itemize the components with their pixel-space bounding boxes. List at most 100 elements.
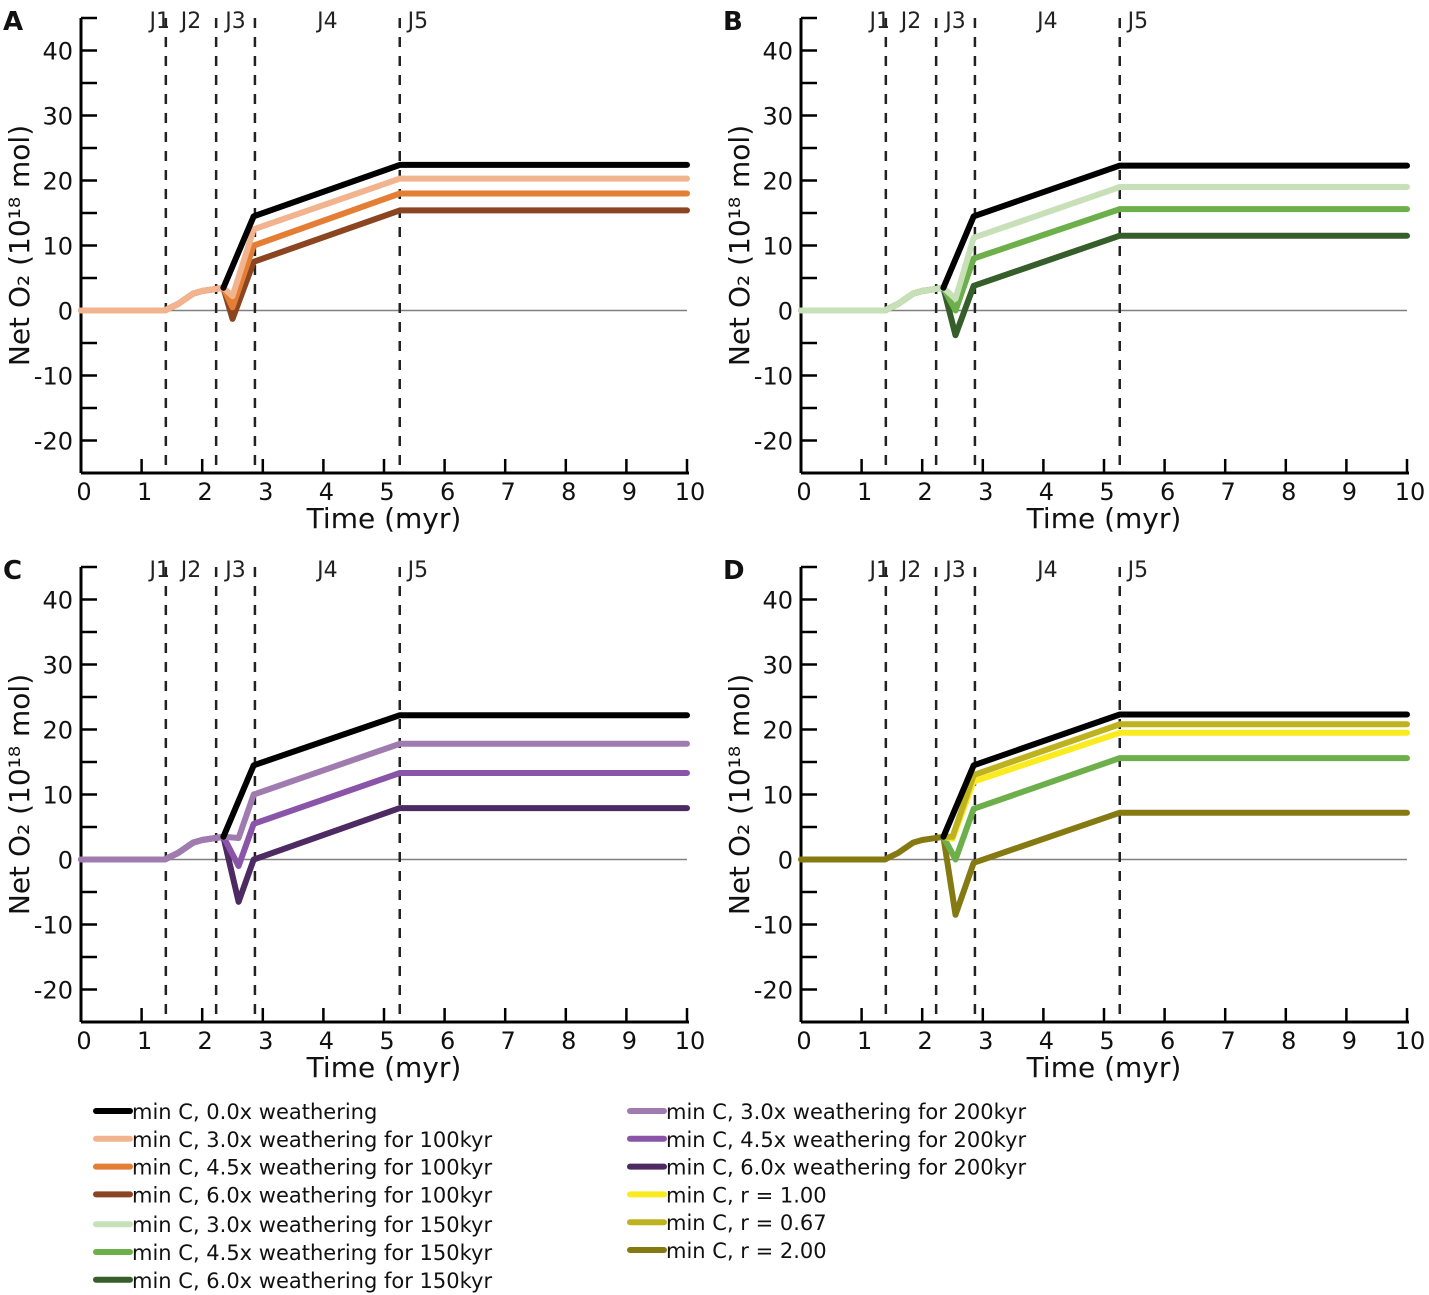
x-tick-label: 8 <box>1281 478 1296 506</box>
junction-label: J5 <box>406 9 429 34</box>
x-tick-label: 8 <box>1281 1027 1296 1055</box>
junction-label: J3 <box>943 558 966 583</box>
series-line <box>940 721 1410 840</box>
x-tick-label: 10 <box>1395 1027 1426 1055</box>
legend-label: min C, r = 2.00 <box>666 1239 827 1263</box>
x-tick-label: 7 <box>1221 478 1236 506</box>
junction-label: J4 <box>315 9 338 34</box>
x-tick-label: 2 <box>918 1027 933 1055</box>
y-tick-label: -20 <box>34 428 73 456</box>
x-tick-label: 3 <box>978 478 993 506</box>
legend: min C, 0.0x weathering min C, 3.0x weathe… <box>93 1100 1026 1293</box>
y-axis-title: Net O₂ (10¹⁸ mol) <box>723 674 756 915</box>
legend-label: min C, 3.0x weathering for 200kyr <box>666 1100 1026 1124</box>
panel-letter: D <box>723 556 745 586</box>
legend-label: min C, 0.0x weathering <box>132 1100 377 1124</box>
series-line <box>798 206 1410 314</box>
series-line <box>78 770 690 869</box>
y-tick-label: -20 <box>754 428 793 456</box>
y-tick-label: 20 <box>762 168 793 196</box>
y-tick-label: 20 <box>42 168 73 196</box>
y-tick-label: 40 <box>42 587 73 615</box>
y-tick-label: -20 <box>754 977 793 1005</box>
series-line <box>220 712 690 840</box>
y-tick-label: 40 <box>762 38 793 66</box>
y-tick-label: 30 <box>762 103 793 131</box>
x-tick-label: 10 <box>1395 478 1426 506</box>
x-tick-label: 6 <box>440 478 455 506</box>
x-tick-label: 6 <box>440 1027 455 1055</box>
x-tick-label: 9 <box>1342 1027 1357 1055</box>
x-tick-label: 4 <box>1039 1027 1054 1055</box>
x-tick-label: 7 <box>501 1027 516 1055</box>
junction-label: J3 <box>223 9 246 34</box>
x-tick-label: 5 <box>379 1027 394 1055</box>
y-tick-label: 40 <box>762 587 793 615</box>
y-tick-label: 30 <box>42 103 73 131</box>
series-line <box>220 161 690 291</box>
x-tick-label: 8 <box>561 1027 576 1055</box>
junction-label: J2 <box>179 9 202 34</box>
series-line <box>940 755 1410 863</box>
junction-label: J4 <box>1035 558 1058 583</box>
y-tick-label: 30 <box>42 652 73 680</box>
series-line <box>798 809 1410 918</box>
legend-label: min C, 3.0x weathering for 150kyr <box>132 1213 492 1237</box>
x-axis-title: Time (myr) <box>1026 1051 1182 1084</box>
x-tick-label: 1 <box>857 1027 872 1055</box>
x-tick-label: 1 <box>857 478 872 506</box>
y-tick-label: 10 <box>42 782 73 810</box>
y-tick-label: 0 <box>58 847 73 875</box>
junction-label: J5 <box>406 558 429 583</box>
junction-label: J1 <box>868 9 891 34</box>
legend-label: min C, 4.5x weathering for 200kyr <box>666 1128 1026 1152</box>
y-tick-label: 0 <box>778 847 793 875</box>
x-tick-label: 4 <box>319 1027 334 1055</box>
x-tick-label: 0 <box>796 1027 811 1055</box>
y-axis-title: Net O₂ (10¹⁸ mol) <box>3 674 36 915</box>
panel-a: A -20 -10 0 10 20 30 40 0 1 2 3 4 5 6 7 8 9 10 Time (myr) Ne… <box>3 7 705 535</box>
x-tick-label: 8 <box>561 478 576 506</box>
junction-label: J1 <box>868 558 891 583</box>
x-axis-title: Time (myr) <box>1026 502 1182 535</box>
x-tick-label: 4 <box>319 478 334 506</box>
x-tick-label: 0 <box>76 1027 91 1055</box>
x-tick-label: 10 <box>675 1027 706 1055</box>
x-tick-label: 1 <box>137 478 152 506</box>
x-tick-label: 10 <box>675 478 706 506</box>
x-tick-label: 7 <box>1221 1027 1236 1055</box>
series-line <box>798 232 1410 339</box>
series-line <box>78 740 690 863</box>
y-tick-label: -10 <box>34 912 73 940</box>
x-tick-label: 0 <box>796 478 811 506</box>
y-tick-label: -20 <box>34 977 73 1005</box>
x-tick-label: 9 <box>622 1027 637 1055</box>
legend-label: min C, 6.0x weathering for 150kyr <box>132 1269 492 1293</box>
x-tick-label: 3 <box>258 1027 273 1055</box>
y-tick-label: -10 <box>754 912 793 940</box>
x-tick-label: 0 <box>76 478 91 506</box>
legend-label: min C, 4.5x weathering for 100kyr <box>132 1156 492 1180</box>
series-line <box>940 711 1410 840</box>
junction-label: J1 <box>148 558 171 583</box>
x-tick-label: 2 <box>198 1027 213 1055</box>
series-line <box>940 162 1410 291</box>
legend-label: min C, 3.0x weathering for 100kyr <box>132 1128 492 1152</box>
legend-label: min C, 6.0x weathering for 200kyr <box>666 1156 1026 1180</box>
y-tick-label: 0 <box>778 298 793 326</box>
legend-label: min C, 6.0x weathering for 100kyr <box>132 1183 492 1207</box>
x-tick-label: 7 <box>501 478 516 506</box>
junction-label: J5 <box>1126 558 1149 583</box>
x-tick-label: 5 <box>1099 1027 1114 1055</box>
y-tick-label: 30 <box>762 652 793 680</box>
panel-letter: B <box>723 7 743 37</box>
x-tick-label: 5 <box>379 478 394 506</box>
x-tick-label: 4 <box>1039 478 1054 506</box>
legend-label: min C, r = 1.00 <box>666 1183 827 1207</box>
x-tick-label: 3 <box>258 478 273 506</box>
x-tick-label: 2 <box>918 478 933 506</box>
x-tick-label: 9 <box>1342 478 1357 506</box>
junction-label: J5 <box>1126 9 1149 34</box>
y-tick-label: 20 <box>42 717 73 745</box>
